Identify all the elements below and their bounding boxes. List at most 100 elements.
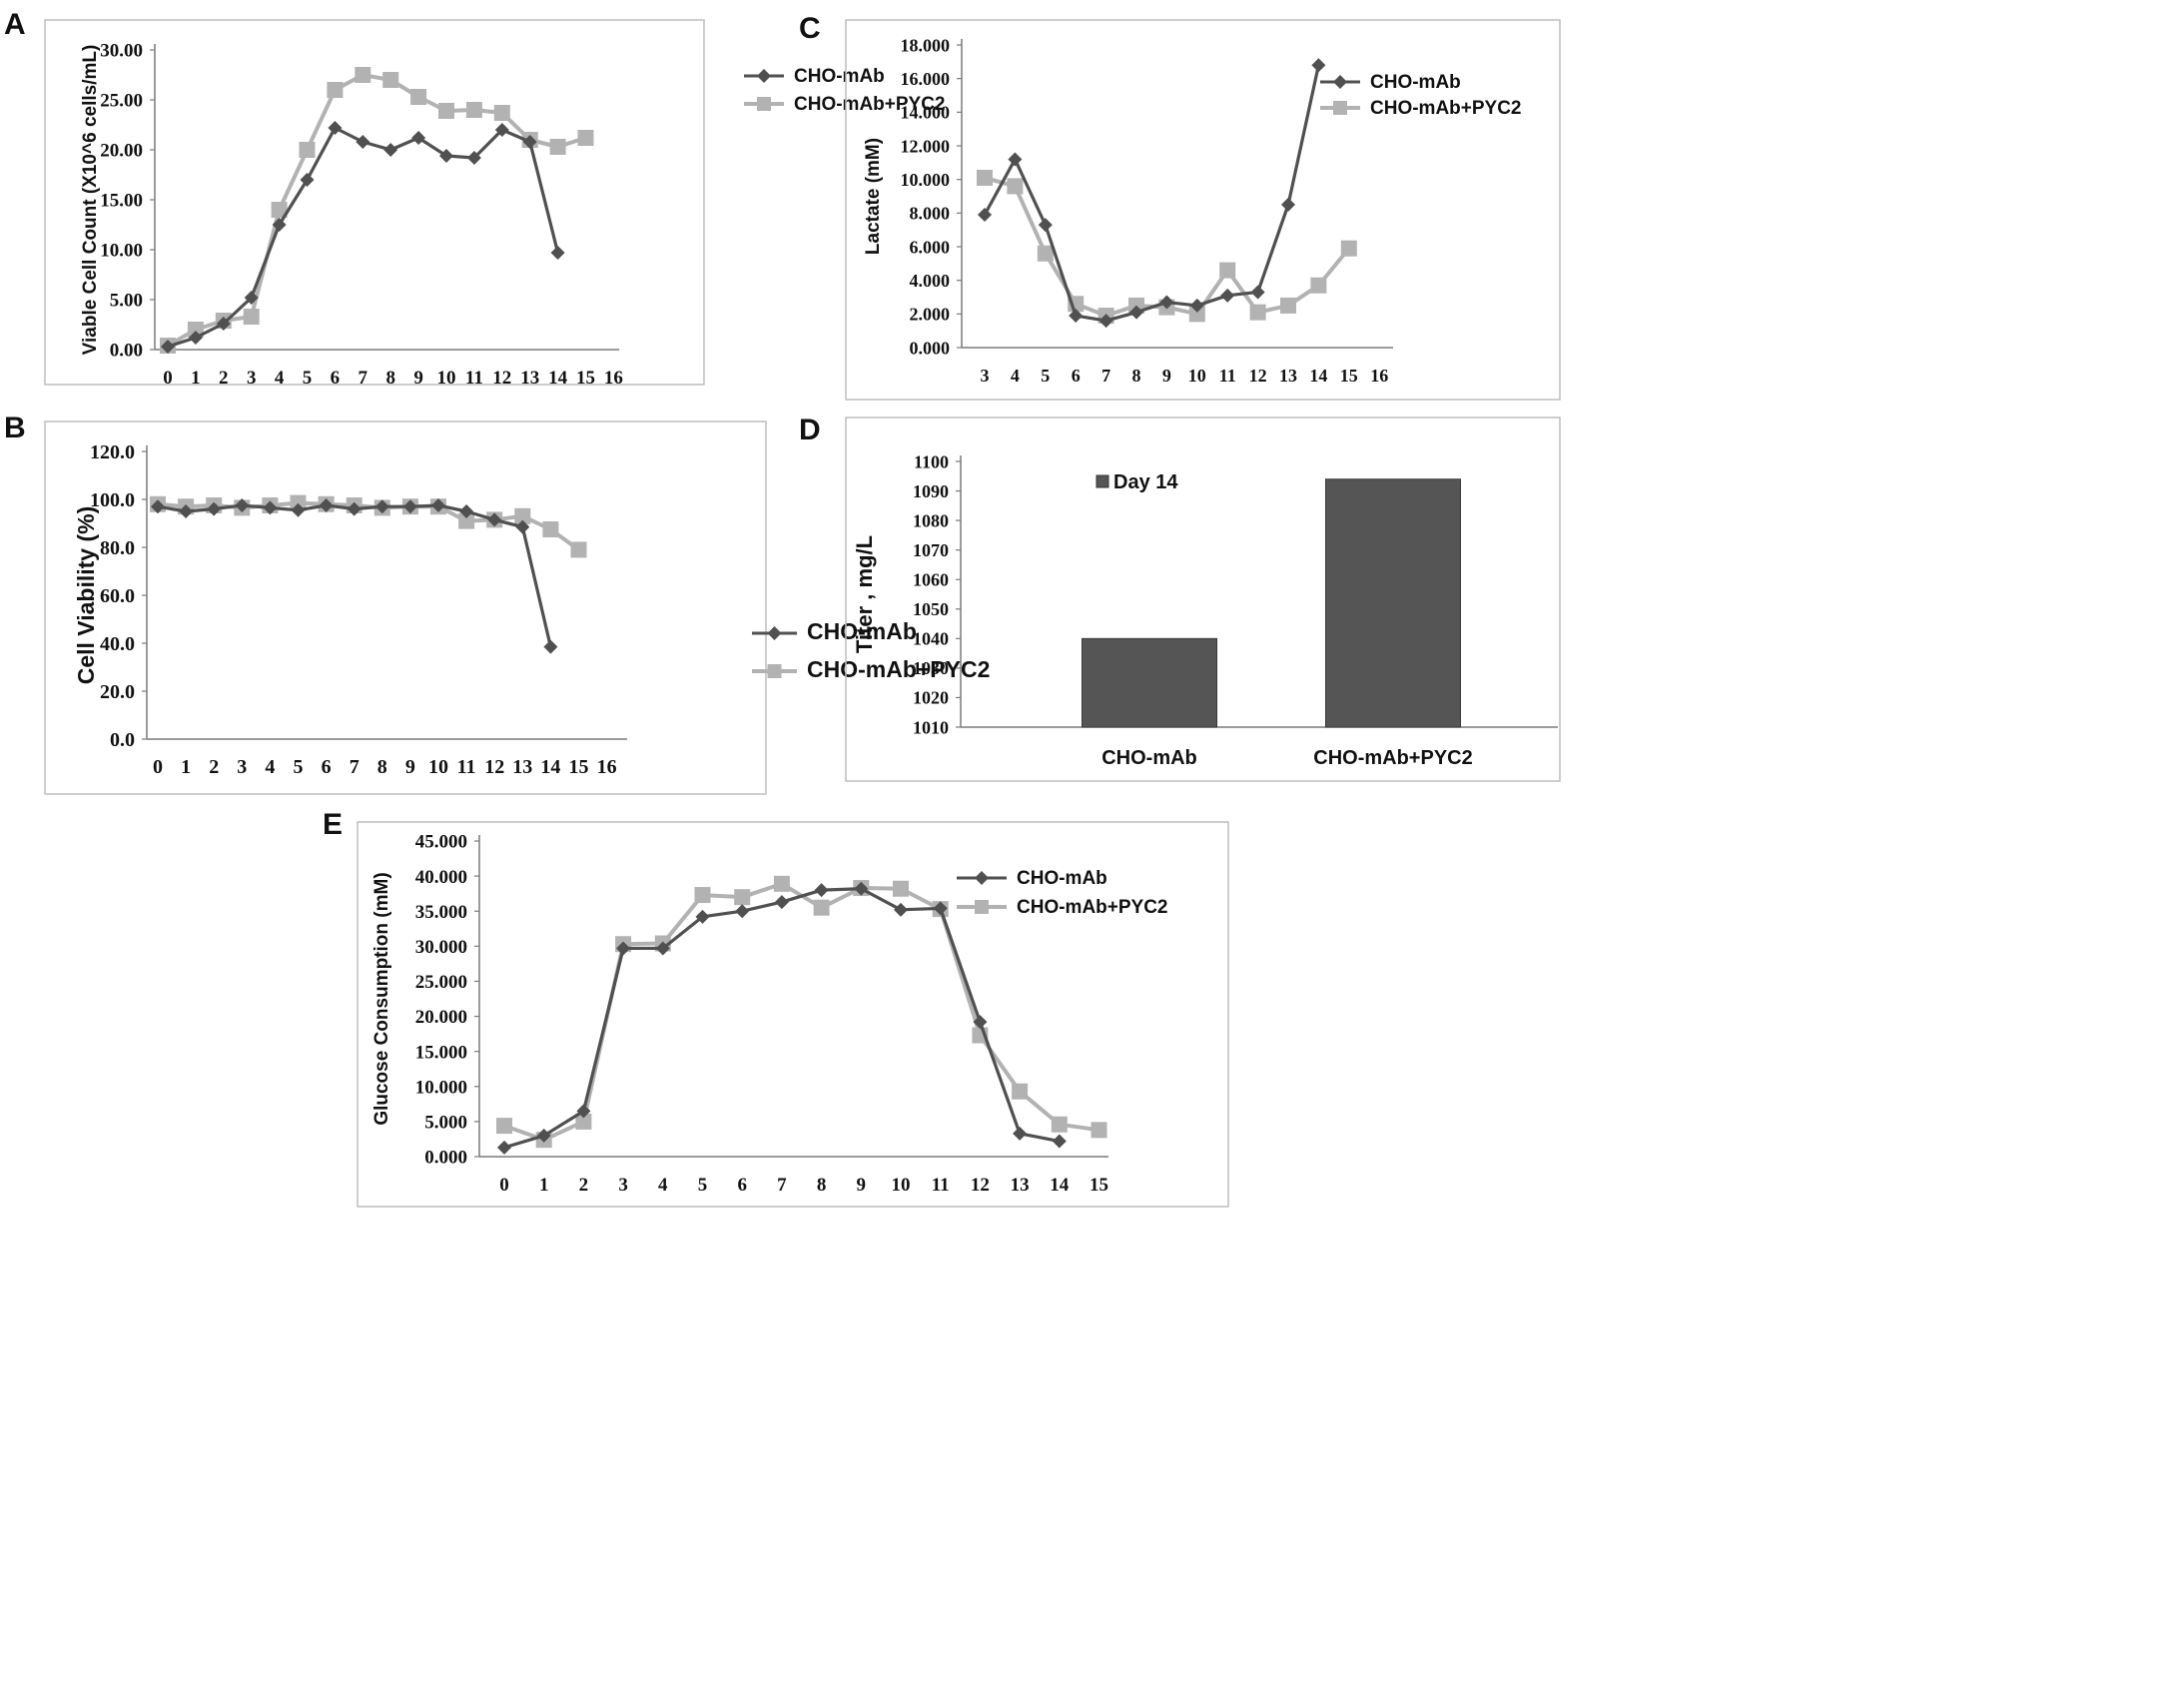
x-tick-label: 15	[1340, 366, 1358, 386]
x-tick-label: 3	[981, 366, 990, 386]
y-tick-label: 120.0	[90, 441, 135, 463]
data-point	[1038, 218, 1053, 233]
data-point	[493, 105, 510, 121]
x-tick-label: 4	[275, 368, 285, 389]
y-tick-label: 20.000	[415, 1007, 467, 1028]
y-tick-label: 0.00	[110, 341, 143, 362]
series-line	[167, 73, 587, 348]
data-point	[1007, 178, 1024, 195]
data-point	[894, 902, 908, 917]
y-tick-label: 2.000	[910, 305, 951, 325]
x-tick-label: 0	[499, 1175, 509, 1196]
data-point	[497, 1140, 511, 1155]
data-point	[973, 1015, 988, 1030]
data-point	[577, 130, 594, 146]
data-point	[978, 208, 992, 223]
y-tick-label: 14.000	[901, 103, 951, 123]
data-point	[328, 121, 343, 135]
x-tick-label: 4	[658, 1175, 668, 1196]
y-axis-label: Cell Viability (%)	[73, 506, 99, 685]
y-tick-label: 4.000	[910, 271, 951, 291]
x-tick-label: 10	[892, 1175, 911, 1196]
legend-marker	[975, 871, 989, 885]
data-point	[655, 941, 670, 956]
y-axis-label: Lactate (mM)	[863, 138, 884, 255]
y-tick-label: 25.00	[100, 91, 143, 112]
data-point	[300, 173, 315, 187]
data-point	[1310, 277, 1327, 294]
y-tick-label: 30.000	[415, 937, 467, 958]
x-tick-label: 14	[1050, 1175, 1070, 1196]
x-tick-label: 12	[492, 368, 511, 389]
legend-label: CHO-mAb+PYC2	[1370, 98, 1522, 119]
data-point	[1219, 262, 1236, 279]
data-point	[410, 89, 427, 105]
legend-label: CHO-mAb+PYC2	[794, 94, 946, 115]
data-point	[402, 499, 417, 514]
y-tick-label: 16.000	[901, 69, 951, 89]
data-point	[151, 499, 165, 514]
category-label: CHO-mAb	[1101, 747, 1197, 769]
x-tick-label: 7	[350, 756, 360, 778]
x-tick-label: 11	[457, 756, 476, 778]
y-tick-label: 45.000	[415, 832, 467, 853]
y-tick-label: 8.000	[910, 204, 951, 224]
y-tick-label: 5.000	[424, 1113, 467, 1134]
data-point	[734, 889, 751, 906]
panel-letter: B	[4, 412, 26, 444]
data-point	[549, 139, 566, 155]
x-tick-label: 7	[1101, 366, 1110, 386]
data-point	[465, 102, 482, 118]
x-tick-label: 14	[1309, 366, 1327, 386]
legend-marker	[1333, 101, 1347, 115]
x-tick-label: 15	[576, 368, 595, 389]
data-point	[290, 494, 307, 511]
data-point	[977, 169, 993, 186]
x-tick-label: 3	[247, 368, 257, 389]
data-point	[735, 904, 750, 919]
legend-swatch	[1095, 474, 1109, 488]
data-point	[854, 881, 869, 896]
bar	[1082, 637, 1217, 728]
y-tick-label: 1040	[913, 629, 949, 649]
data-point	[1052, 1134, 1067, 1149]
x-tick-label: 9	[405, 756, 415, 778]
x-tick-label: 9	[857, 1175, 867, 1196]
x-tick-label: 5	[294, 756, 304, 778]
panel-d: D 1010 1020 1030 1040 1050 1060 1070 1080 1090 110…	[799, 414, 1561, 782]
data-point	[1311, 58, 1326, 73]
legend-label: CHO-mAb	[807, 618, 917, 644]
y-tick-label: 1090	[913, 481, 949, 501]
data-point	[893, 880, 909, 897]
y-tick-label: 15.00	[100, 191, 143, 212]
panel-a: A 0.00 5.00 10.00 15.00 20.00 25.00 30.00Viable…	[4, 8, 946, 389]
panel-letter: C	[799, 12, 821, 45]
x-tick-label: 8	[817, 1175, 827, 1196]
x-tick-label: 10	[1188, 366, 1206, 386]
y-tick-label: 20.0	[100, 681, 135, 703]
data-point	[1188, 306, 1205, 323]
y-tick-label: 12.000	[901, 136, 951, 156]
x-tick-label: 13	[1011, 1175, 1030, 1196]
data-point	[542, 521, 559, 537]
legend-label: CHO-mAb+PYC2	[1017, 897, 1168, 918]
data-point	[694, 887, 711, 904]
data-point	[459, 504, 474, 518]
data-point	[1051, 1116, 1068, 1133]
x-tick-label: 16	[604, 368, 623, 389]
panel-frame	[44, 19, 705, 386]
data-point	[1281, 197, 1295, 212]
y-tick-label: 25.000	[415, 972, 467, 993]
y-tick-label: 1080	[913, 510, 949, 530]
panel-letter: E	[323, 808, 343, 841]
data-point	[411, 131, 426, 145]
x-tick-label: 3	[618, 1175, 628, 1196]
panel-letter: D	[799, 414, 821, 446]
legend-marker	[757, 69, 771, 83]
x-tick-label: 9	[413, 368, 423, 389]
data-point	[439, 149, 453, 163]
x-tick-label: 2	[219, 368, 229, 389]
panel-letter: A	[4, 8, 26, 41]
data-point	[814, 883, 829, 898]
